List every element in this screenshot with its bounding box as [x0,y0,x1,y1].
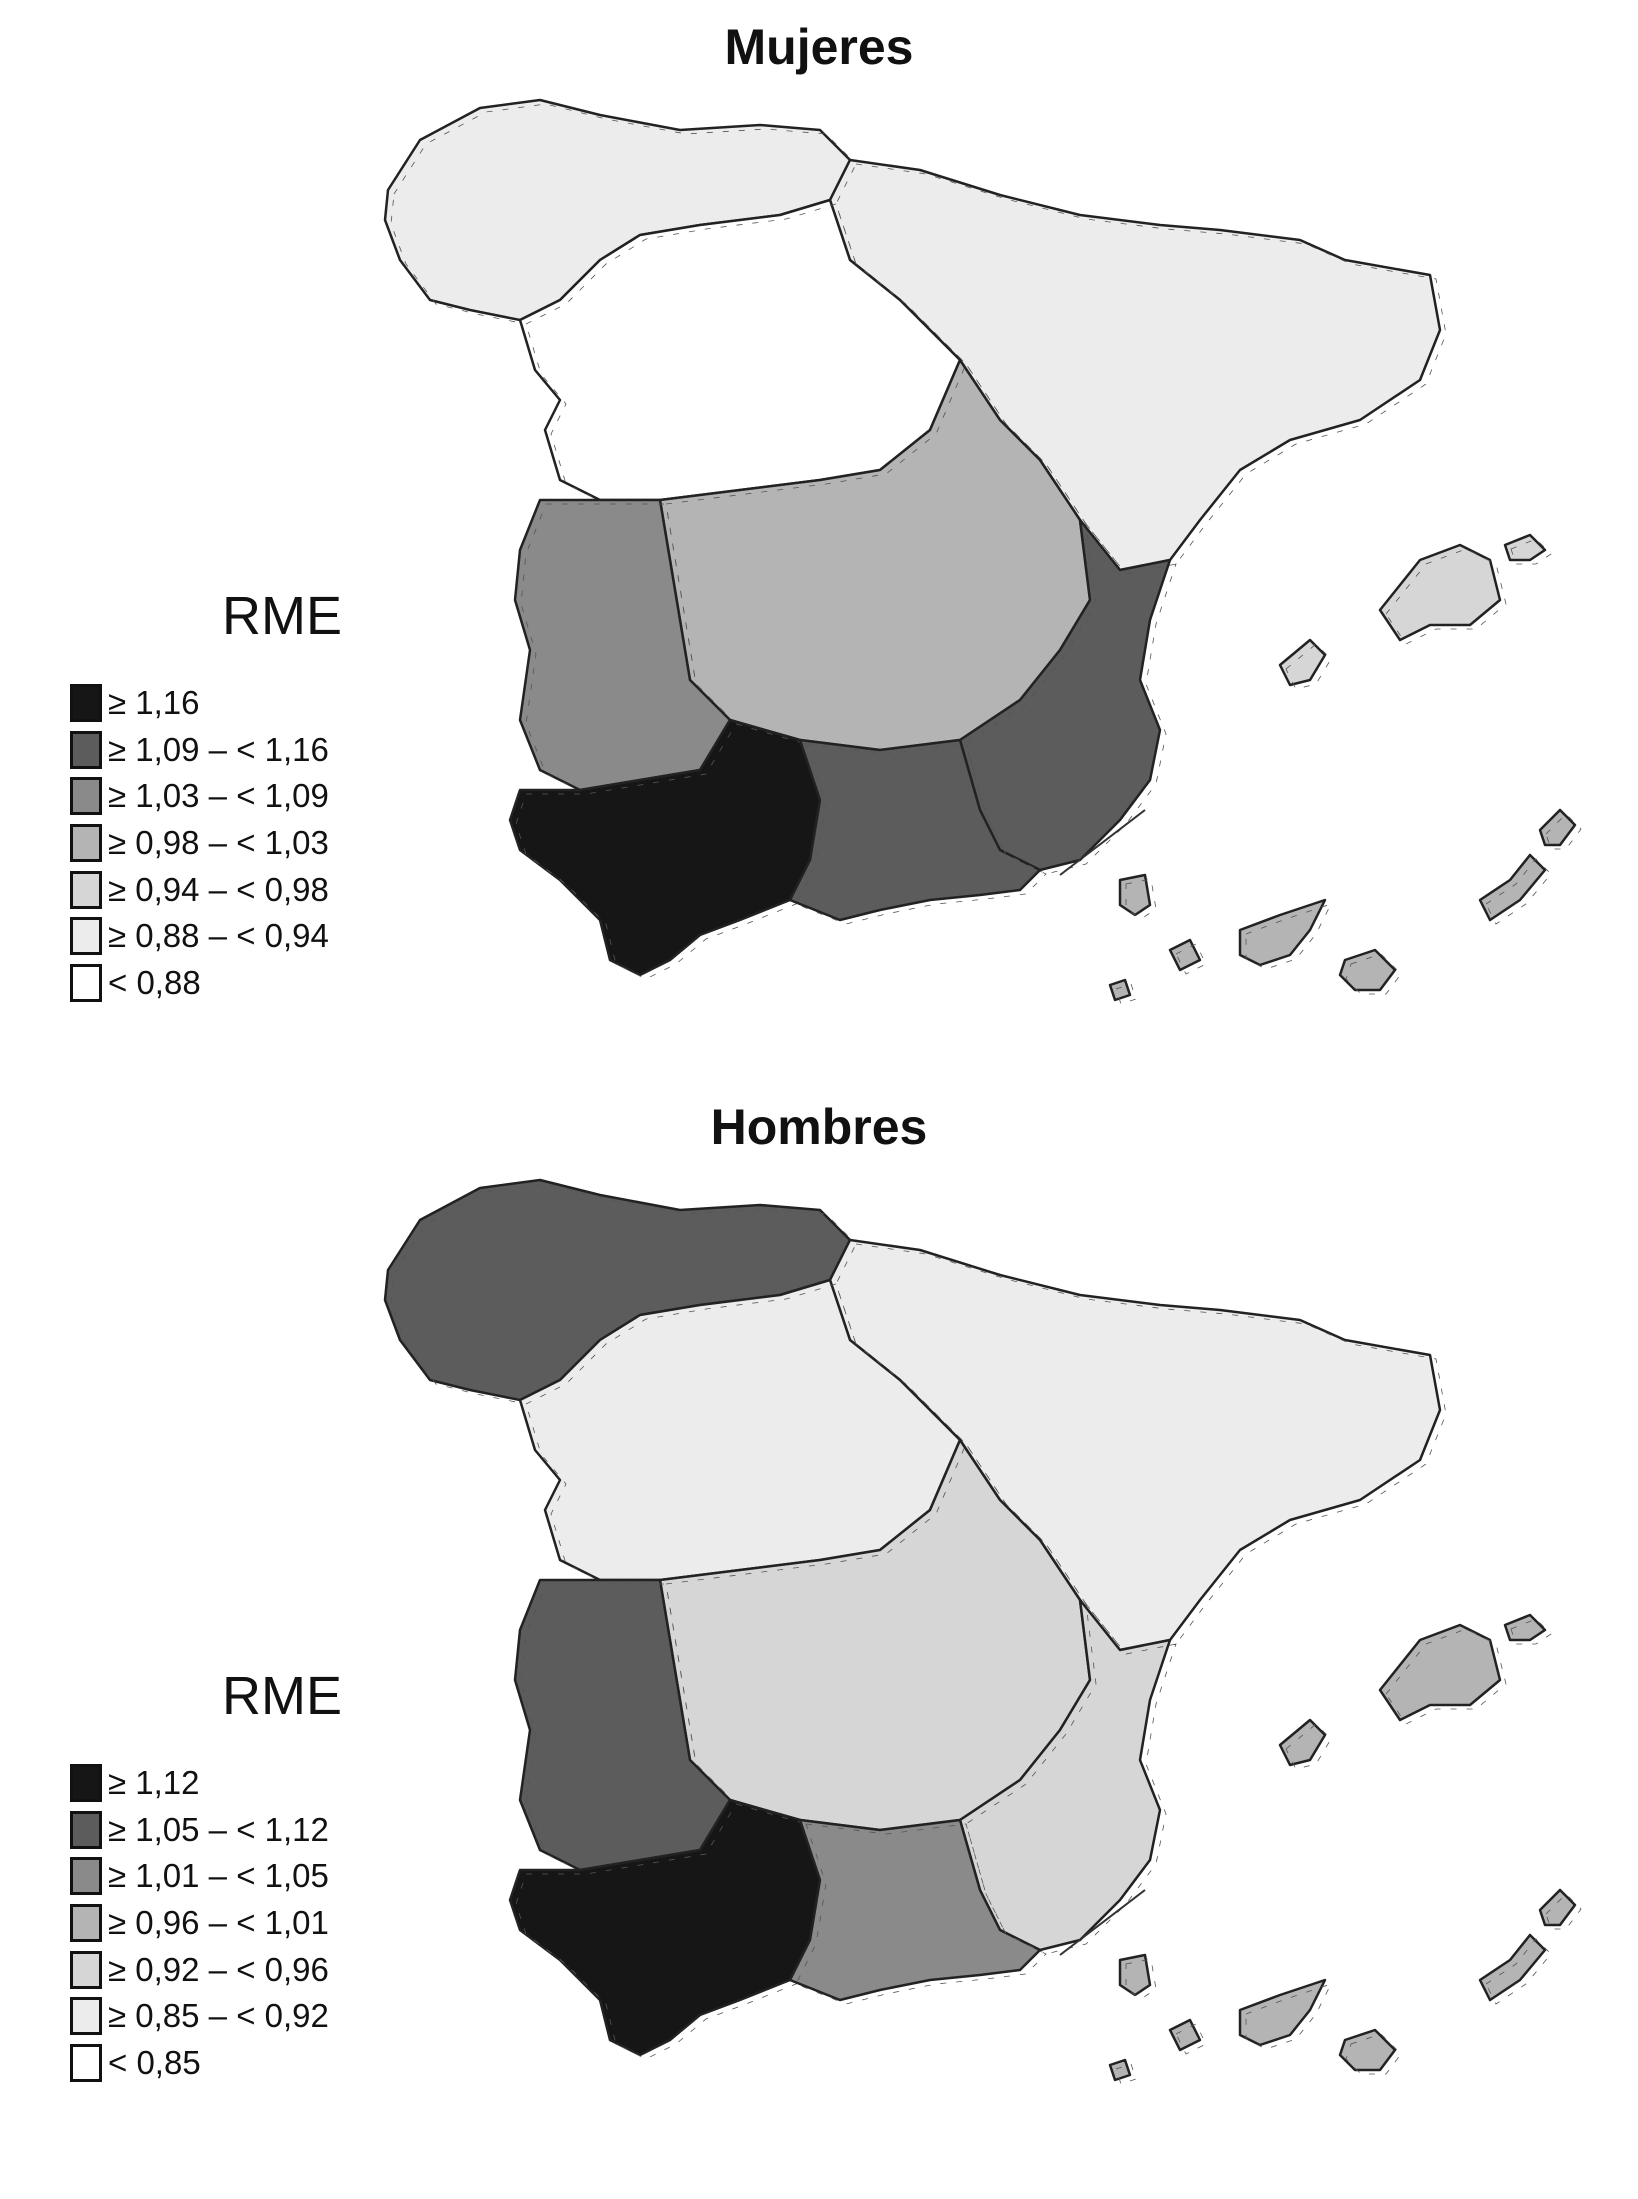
legend-item: < 0,85 [70,2040,329,2087]
legend-label: ≥ 1,12 [108,1764,200,1802]
coastline [1059,809,1146,876]
legend-label: ≥ 0,98 – < 1,03 [108,824,329,862]
choropleth-map [383,1178,1582,2085]
region-canarias [1108,808,1577,1002]
map-title: Hombres [710,1099,928,1155]
legend-item: ≥ 1,09 – < 1,16 [70,727,329,774]
legend-swatch [70,777,102,816]
legend-label: ≥ 0,85 – < 0,92 [108,1997,329,2035]
region-canarias [1108,1888,1577,2082]
legend-item: ≥ 0,92 – < 0,96 [70,1946,329,1993]
municipal-boundaries [515,723,827,980]
legend-title: RME [222,1666,342,1726]
legend-item: ≥ 1,16 [70,680,329,727]
legend-swatch [70,1997,102,2036]
legend-label: < 0,85 [108,2043,201,2081]
legend-item: ≥ 0,94 – < 0,98 [70,866,329,913]
map-title: Mujeres [724,19,914,75]
legend-swatch [70,684,102,723]
region-group [383,98,1582,1005]
legend-item: ≥ 1,01 – < 1,05 [70,1853,329,1900]
legend-label: ≥ 0,94 – < 0,98 [108,870,329,908]
choropleth-map [383,98,1582,1005]
legend-swatch [70,1904,102,1943]
legend-swatch [70,824,102,863]
legend-item: ≥ 0,96 – < 1,01 [70,1900,329,1947]
municipal-boundaries [1115,1893,1582,2085]
legend-swatch [70,1810,102,1849]
legend-swatch [70,1857,102,1896]
legend-label: ≥ 0,88 – < 0,94 [108,917,329,955]
legend-item: ≥ 0,88 – < 0,94 [70,913,329,960]
municipal-boundaries [525,1283,967,1585]
region-andalucia-east [788,1818,1042,2002]
municipal-boundaries [965,522,1177,875]
coastline [1059,1889,1146,1956]
region-baleares [1278,533,1547,687]
legend-item: ≥ 1,12 [70,1760,329,1807]
municipal-boundaries [965,1602,1177,1955]
legend-item: ≥ 0,85 – < 0,92 [70,1993,329,2040]
region-andalucia-east [788,738,1042,922]
map-panel-hombres: Hombres RME ≥ 1,12 ≥ 1,05 – < 1,12 ≥ 1,0… [0,1080,1638,2160]
legend-swatch [70,917,102,956]
legend-swatch [70,1950,102,1989]
legend-label: ≥ 1,03 – < 1,09 [108,777,329,815]
legend-swatch [70,870,102,909]
legend-item: ≥ 1,05 – < 1,12 [70,1807,329,1854]
legend-label: ≥ 0,92 – < 0,96 [108,1950,329,1988]
municipal-boundaries [525,203,967,505]
legend-label: ≥ 0,96 – < 1,01 [108,1904,329,1942]
legend-title: RME [222,586,342,646]
canarias-separator [1059,1889,1146,1956]
municipal-boundaries [1285,1618,1552,1770]
map-panel-mujeres: Mujeres RME ≥ 1,16 ≥ 1,09 – < 1,16 ≥ 1,0… [0,0,1638,1080]
legend-label: ≥ 1,05 – < 1,12 [108,1810,329,1848]
legend: ≥ 1,12 ≥ 1,05 – < 1,12 ≥ 1,01 – < 1,05 ≥… [70,1760,329,2086]
municipal-boundaries [835,1243,1447,1655]
municipal-boundaries [515,1803,827,2060]
legend: ≥ 1,16 ≥ 1,09 – < 1,16 ≥ 1,03 – < 1,09 ≥… [70,680,329,1006]
legend-item: < 0,88 [70,960,329,1007]
legend-swatch [70,963,102,1002]
legend-label: ≥ 1,16 [108,684,200,722]
legend-label: ≥ 1,09 – < 1,16 [108,730,329,768]
legend-label: < 0,88 [108,963,201,1001]
region-group [383,1178,1582,2085]
legend-label: ≥ 1,01 – < 1,05 [108,1857,329,1895]
municipal-boundaries [835,163,1447,575]
legend-swatch [70,2043,102,2082]
legend-swatch [70,1764,102,1803]
municipal-boundaries [1115,813,1582,1005]
legend-item: ≥ 0,98 – < 1,03 [70,820,329,867]
legend-swatch [70,730,102,769]
region-baleares [1278,1613,1547,1767]
municipal-boundaries [1285,538,1552,690]
canarias-separator [1059,809,1146,876]
legend-item: ≥ 1,03 – < 1,09 [70,773,329,820]
